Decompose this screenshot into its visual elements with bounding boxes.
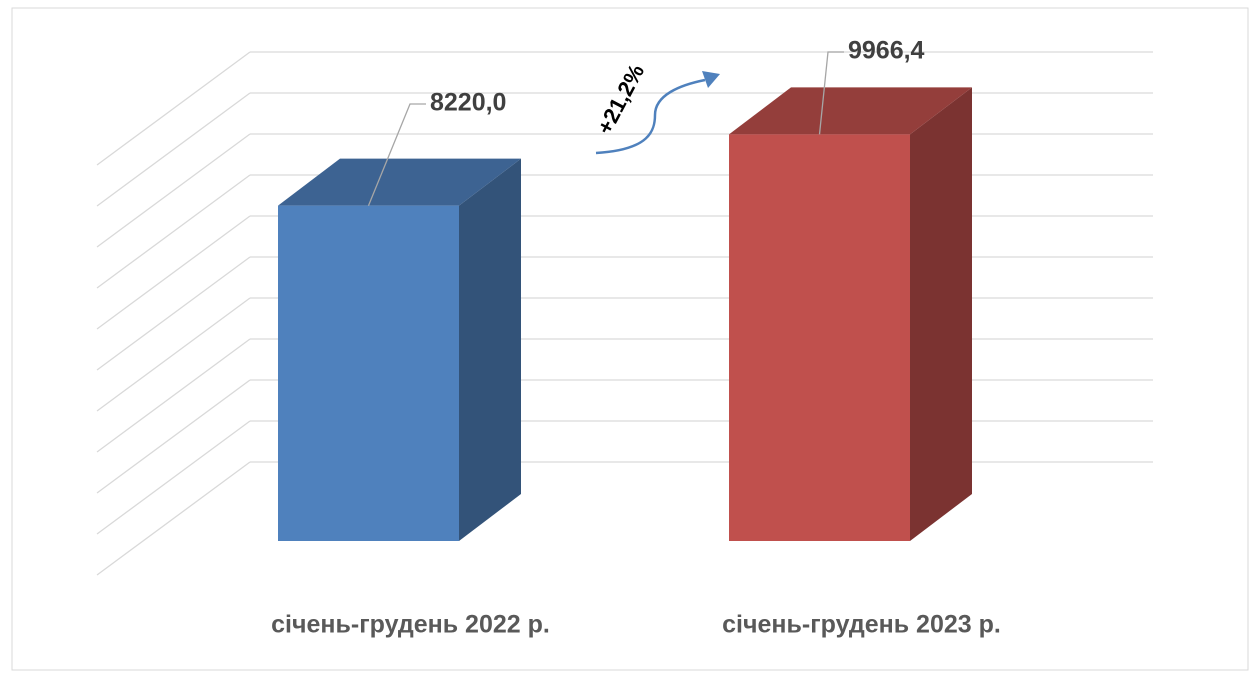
bar xyxy=(278,205,459,541)
side-grid-line xyxy=(96,256,251,371)
bar xyxy=(729,134,910,541)
side-grid-line xyxy=(96,215,251,330)
leader-line xyxy=(818,51,844,135)
bar-side xyxy=(910,87,972,541)
side-grid-line xyxy=(96,461,251,576)
bar-side xyxy=(459,158,521,541)
growth-arrow-head xyxy=(702,71,720,88)
side-grid-line xyxy=(96,379,251,494)
side-grid-line xyxy=(96,420,251,535)
value-label: 8220,0 xyxy=(430,89,506,117)
bar-top xyxy=(729,87,972,135)
x-tick-label: січень-грудень 2023 р. xyxy=(722,611,1001,639)
side-grid-line xyxy=(96,92,251,207)
side-grid-line xyxy=(96,133,251,248)
leader-line xyxy=(367,103,426,206)
side-grid-line xyxy=(96,174,251,289)
bar-top xyxy=(278,158,521,206)
growth-arrow xyxy=(595,78,706,155)
side-grid-line xyxy=(96,338,251,453)
x-tick-label: січень-грудень 2022 р. xyxy=(271,611,550,639)
value-label: 9966,4 xyxy=(848,37,925,65)
side-grid-line xyxy=(96,51,251,166)
side-grid-line xyxy=(96,297,251,412)
bars: 8220,0 січень-грудень 2022 р. 9966,4 січень… xyxy=(271,37,1001,639)
